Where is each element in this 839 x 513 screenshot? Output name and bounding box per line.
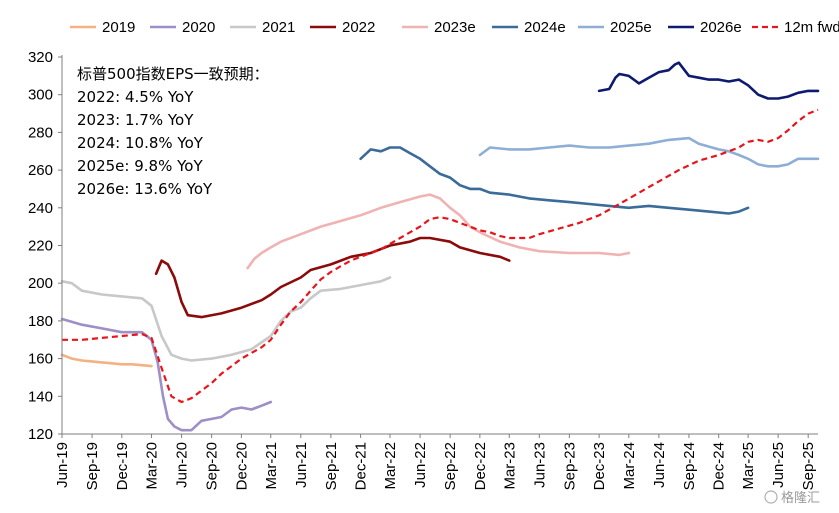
annotation-line: 2025e: 9.8% YoY [77,157,203,175]
legend-label-2021: 2021 [262,19,295,36]
y-tick-label: 120 [28,426,53,443]
series-line-2020 [60,317,273,432]
x-tick-label: Jun-22 [412,442,429,488]
legend-label-12m-fwd: 12m fwd [784,19,839,36]
legend: 2019 2020 2021 2022 2023e 2024e 2025e 2026e 12m … [70,19,839,36]
series-line-12m-fwd [62,108,819,404]
y-tick-label: 220 [28,238,53,255]
x-tick-label: Mar-21 [263,442,280,490]
x-tick-label: Jun-25 [770,442,787,488]
y-tick-label: 300 [28,87,53,104]
legend-label-2025e: 2025e [610,19,652,36]
series-line-2026e [597,61,820,100]
y-tick-label: 200 [28,275,53,292]
plot-area [60,61,820,432]
x-tick-label: Jun-19 [54,442,71,488]
x-tick-label: Dec-24 [711,442,728,490]
x-tick-label: Dec-23 [591,442,608,490]
series-line-2021 [60,276,392,362]
y-tick-label: 320 [28,49,53,66]
legend-label-2019: 2019 [102,19,135,36]
x-tick-label: Sep-23 [561,442,578,490]
x-tick-label: Jun-24 [651,442,668,488]
series-line-2024e [359,146,750,215]
legend-label-2023e: 2023e [434,19,476,36]
x-axis: Jun-19 Sep-19 Dec-19 Mar-20 Jun-20 Sep-20 Dec-… [54,433,818,490]
x-tick-label: Dec-22 [472,442,489,490]
x-tick-label: Mar-23 [501,442,518,490]
x-tick-label: Mar-22 [382,442,399,490]
x-tick-label: Sep-19 [84,442,101,490]
series-line-2022 [154,236,511,319]
x-tick-label: Mar-24 [621,442,638,490]
legend-label-2020: 2020 [182,19,215,36]
x-tick-label: Jun-23 [531,442,548,488]
x-tick-label: Dec-20 [233,442,250,490]
watermark-logo-icon [764,490,778,504]
x-tick-label: Jun-21 [293,442,310,488]
watermark: 格隆汇 [764,490,820,506]
annotation-line: 2024: 10.8% YoY [77,134,204,152]
y-tick-label: 160 [28,351,53,368]
series-line-2023e [246,193,631,270]
legend-label-2024e: 2024e [524,19,566,36]
y-tick-label: 260 [28,162,53,179]
series-line-2025e [478,136,820,168]
annotation-line: 2026e: 13.6% YoY [77,180,213,198]
x-tick-label: Sep-20 [204,442,221,490]
legend-label-2022: 2022 [342,19,375,36]
x-tick-label: Sep-21 [323,442,340,490]
x-tick-label: Mar-20 [144,442,161,490]
x-tick-label: Jun-20 [174,442,191,488]
y-axis: 120 140 160 180 200 220 240 260 280 300 320 [28,49,63,443]
x-tick-label: Sep-24 [681,442,698,490]
eps-annotation: 标普500指数EPS一致预期： 2022: 4.5% YoY 2023: 1.7% … [77,65,269,198]
legend-label-2026e: 2026e [700,19,742,36]
series-line-2019 [60,353,153,368]
annotation-line: 2022: 4.5% YoY [77,88,194,106]
annotation-title: 标普500指数EPS一致预期： [77,65,269,83]
y-tick-label: 240 [28,200,53,217]
x-tick-label: Dec-19 [114,442,131,490]
x-tick-label: Sep-22 [442,442,459,490]
y-tick-label: 140 [28,388,53,405]
watermark-text: 格隆汇 [781,490,820,506]
x-tick-label: Dec-21 [353,442,370,490]
y-tick-label: 280 [28,124,53,141]
y-tick-label: 180 [28,313,53,330]
annotation-line: 2023: 1.7% YoY [77,111,194,129]
x-tick-label: Mar-25 [740,442,757,490]
x-tick-label: Sep-25 [800,442,817,490]
